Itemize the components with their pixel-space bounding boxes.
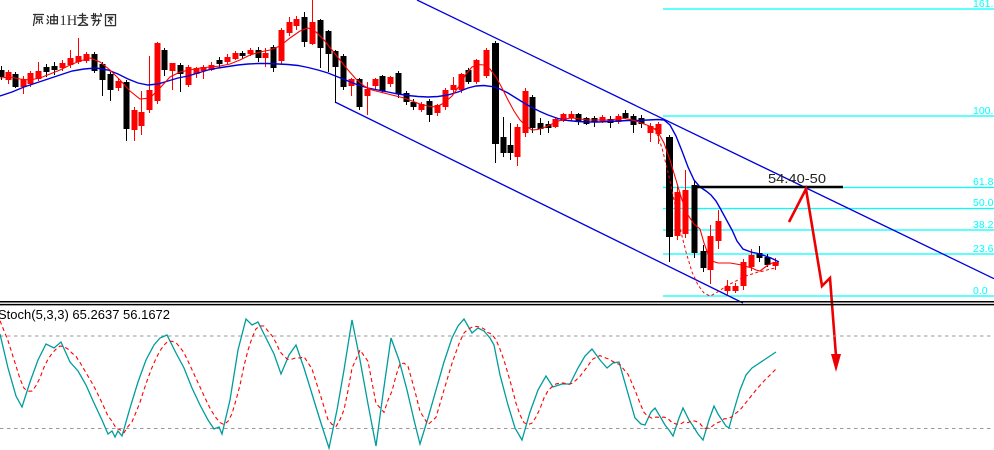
svg-text:1H: 1H xyxy=(60,13,78,29)
svg-text:Stoch(5,3,3) 65.2637 56.1672: Stoch(5,3,3) 65.2637 56.1672 xyxy=(0,307,170,322)
svg-text:50.0: 50.0 xyxy=(973,197,994,209)
svg-text:54.40-50: 54.40-50 xyxy=(768,171,826,186)
svg-text:23.6: 23.6 xyxy=(973,243,994,255)
svg-text:100.0: 100.0 xyxy=(973,105,994,117)
svg-text:38.2: 38.2 xyxy=(973,219,994,231)
svg-text:61.8: 61.8 xyxy=(973,176,994,188)
svg-text:0.0: 0.0 xyxy=(973,285,988,297)
svg-text:161.8: 161.8 xyxy=(973,0,994,10)
